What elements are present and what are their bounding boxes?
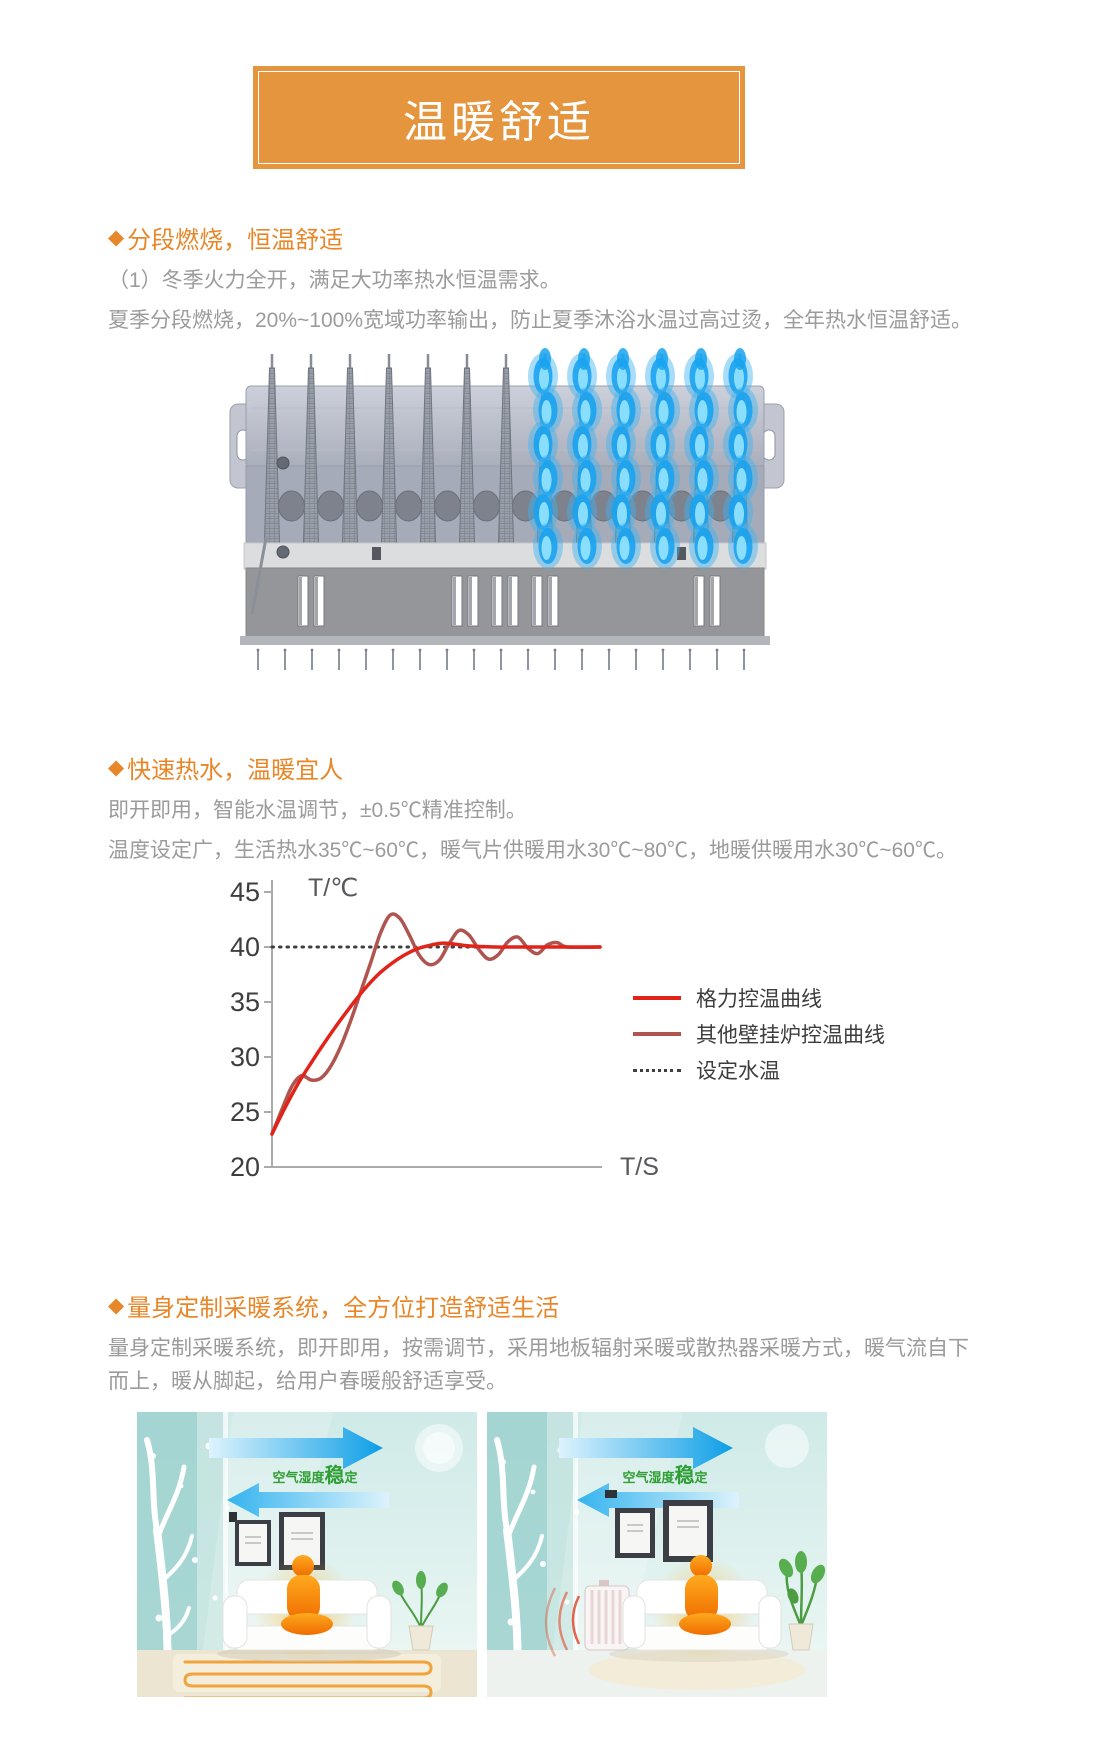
section-heading: ◆ 快速热水，温暖宜人 <box>108 750 978 785</box>
window-frame <box>573 1412 578 1650</box>
burner-base <box>240 636 770 645</box>
warm-air-arrow-right <box>559 1427 733 1469</box>
svg-text:20: 20 <box>230 1152 260 1182</box>
svg-text:35: 35 <box>230 987 260 1017</box>
warm-air-arrow-right <box>209 1427 383 1469</box>
legend-line-gree <box>633 996 681 1000</box>
diamond-bullet-icon: ◆ <box>108 226 125 249</box>
section-heading: ◆ 量身定制采暖系统，全方位打造舒适生活 <box>108 1288 978 1323</box>
svg-text:25: 25 <box>230 1097 260 1127</box>
burner-housing <box>245 567 765 639</box>
diamond-bullet-icon: ◆ <box>108 1294 125 1317</box>
y-tick-labels: 20 25 30 35 40 45 <box>230 877 272 1182</box>
moon <box>765 1424 809 1468</box>
title-banner: 温暖舒适 <box>253 66 745 169</box>
injector-pins <box>256 648 746 670</box>
screw-icon <box>276 456 290 470</box>
svg-text:30: 30 <box>230 1042 260 1072</box>
paragraph: （1）冬季火力全开，满足大功率热水恒温需求。 <box>108 269 561 292</box>
chart-curves <box>270 912 602 1136</box>
x-axis-label: T/S <box>620 1153 659 1181</box>
legend-item-gree: 格力控温曲线 <box>633 980 885 1016</box>
paragraph: 量身定制采暖系统，即开即用，按需调节，采用地板辐射采暖或散热器采暖方式，暖气流自… <box>108 1337 969 1393</box>
y-axis-label: T/℃ <box>308 874 358 902</box>
blue-flames <box>528 348 758 569</box>
svg-text:40: 40 <box>230 932 260 962</box>
screw-icon <box>276 545 290 559</box>
diamond-bullet-icon: ◆ <box>108 756 125 779</box>
air-arrow-left <box>227 1483 389 1517</box>
air-humidity-stable-label: 空气湿度稳定 <box>272 1463 357 1487</box>
legend-item-setpoint: 设定水温 <box>633 1052 885 1088</box>
burner-strip <box>243 542 767 570</box>
section-heading-text: 快速热水，温暖宜人 <box>127 757 344 784</box>
air-humidity-stable-label: 空气湿度稳定 <box>622 1463 707 1487</box>
temperature-control-chart: T/℃ T/S 20 25 30 35 40 45 <box>230 874 659 1182</box>
floor-heating-coil <box>183 1660 433 1697</box>
wall-picture-frames <box>605 1490 713 1562</box>
potted-plant <box>778 1551 826 1651</box>
svg-text:45: 45 <box>230 877 260 907</box>
section-heading-text: 分段燃烧，恒温舒适 <box>127 227 344 254</box>
air-arrow-left <box>577 1483 739 1517</box>
chart-legend: 格力控温曲线 其他壁挂炉控温曲线 设定水温 <box>633 980 885 1088</box>
sofa <box>222 1579 392 1651</box>
section-custom-heating: ◆ 量身定制采暖系统，全方位打造舒适生活 量身定制采暖系统，即开即用，按需调节，采… <box>108 1288 978 1405</box>
page-title: 温暖舒适 <box>403 97 595 147</box>
legend-item-other: 其他壁挂炉控温曲线 <box>633 1016 885 1052</box>
title-banner-border: 温暖舒适 <box>258 71 740 164</box>
radiator-heating-panel: 空气湿度稳定 <box>487 1412 827 1697</box>
wall-picture-frames <box>229 1512 325 1570</box>
radiator <box>544 1580 630 1657</box>
section-heading-text: 量身定制采暖系统，全方位打造舒适生活 <box>127 1295 560 1322</box>
person-silhouette <box>679 1555 731 1635</box>
legend-line-other <box>633 1032 681 1036</box>
section-fast-hot-water: ◆ 快速热水，温暖宜人 即开即用，智能水温调节，±0.5℃精准控制。 温度设定广，… <box>108 750 978 874</box>
paragraph: 即开即用，智能水温调节，±0.5℃精准控制。 <box>108 799 527 822</box>
snow-tree <box>144 1437 194 1697</box>
section-heading: ◆ 分段燃烧，恒温舒适 <box>108 220 978 255</box>
floor-heating-panel: 空气湿度稳定 <box>137 1412 477 1697</box>
legend-line-setpoint <box>633 1068 681 1072</box>
person-silhouette <box>281 1555 333 1635</box>
burner-illustration <box>229 348 785 670</box>
paragraph: 夏季分段燃烧，20%~100%宽域功率输出，防止夏季沐浴水温过高过烫，全年热水恒… <box>108 309 973 332</box>
housing-slots <box>297 575 721 627</box>
potted-plant <box>392 1571 448 1651</box>
section-segmented-combustion: ◆ 分段燃烧，恒温舒适 （1）冬季火力全开，满足大功率热水恒温需求。 夏季分段燃烧… <box>108 220 978 344</box>
paragraph: 温度设定广，生活热水35℃~60℃，暖气片供暖用水30℃~80℃，地暖供暖用水3… <box>108 839 957 862</box>
venturi-row <box>278 490 734 522</box>
window-frame <box>223 1412 228 1650</box>
heating-scene-panels: 空气湿度稳定 <box>137 1412 827 1697</box>
